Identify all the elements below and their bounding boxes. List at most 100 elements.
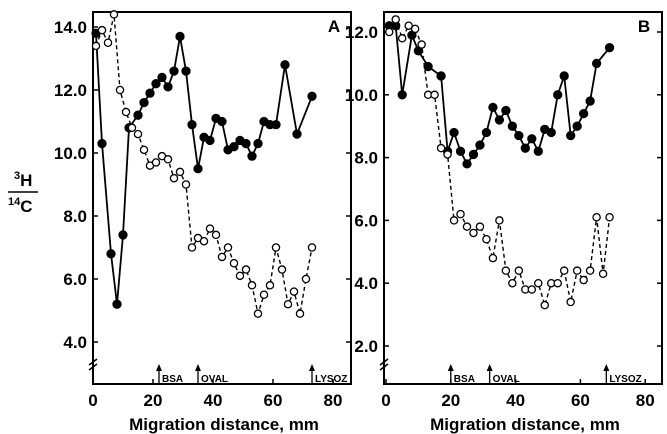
marker-arrow-head-a [309,364,315,371]
data-point-open-b [579,275,588,285]
y-tick-label-b: 8.0 [354,149,378,168]
data-point-open-b [592,213,601,222]
marker-arrow-head-a [195,364,201,371]
data-point-filled-a [112,299,122,309]
data-point-filled-a [253,138,263,149]
data-point-open-a [181,180,191,189]
y-axis-label: 3H 14C [8,170,38,216]
data-point-filled-b [572,121,582,131]
data-point-open-b [553,278,562,288]
data-point-filled-b [507,121,518,131]
data-point-open-b [559,266,569,275]
x-tick-label-a: 60 [264,391,283,410]
data-point-open-b [430,90,439,100]
data-point-open-a [217,252,227,262]
data-point-filled-b [468,149,479,160]
data-point-filled-b [397,90,407,100]
data-point-open-a [247,281,257,290]
data-point-filled-a [217,116,227,127]
data-point-filled-b [533,146,543,156]
marker-label-b: OVAL [493,374,520,385]
data-point-open-a [127,123,137,133]
data-point-filled-b [488,102,498,113]
data-point-filled-a [187,120,197,130]
data-point-open-b [514,266,524,275]
y-tick-label-b: 6.0 [354,211,378,230]
data-point-open-b [469,228,478,238]
x-tick-label-a: 0 [88,391,97,410]
data-point-open-b [475,222,485,231]
svg-text:3H: 3H [14,170,32,190]
data-point-filled-a [247,151,257,161]
data-point-open-b [501,266,511,275]
data-point-open-a [211,230,221,240]
x-tick-label-b: 80 [636,391,655,410]
marker-label-b: BSA [454,374,475,385]
data-point-open-a [103,38,113,48]
data-point-open-a [235,271,245,281]
data-point-filled-a [118,230,128,240]
data-point-open-b [462,222,472,231]
y-tick-label-a: 10.0 [54,144,87,163]
data-point-open-a [175,167,185,177]
data-point-open-a [223,243,233,252]
data-point-open-a [115,85,125,95]
data-point-open-a [283,299,293,309]
y-axis-break-a [88,358,98,371]
data-point-open-a [199,236,209,246]
panel-a: 4.0 6.0 8.0 10.0 12.0 14.0 0 20 40 60 80 Migration … [54,10,352,434]
data-point-filled-b [436,71,446,81]
data-point-open-a [151,158,161,167]
data-point-filled-b [481,127,492,138]
data-point-filled-a [145,88,155,98]
data-point-filled-a [175,31,185,42]
data-point-open-a [253,309,263,318]
ylabel-top-mass: 3 [14,170,20,182]
data-point-open-b [456,209,465,219]
y-tick-label-a: 12.0 [54,81,87,100]
data-point-filled-b [494,115,505,125]
y-tick-label-b: 10.0 [345,86,378,105]
data-point-open-a [187,243,197,252]
data-point-open-a [271,243,281,252]
x-tick-label-b: 60 [571,391,590,410]
data-point-open-a [121,107,131,117]
data-point-open-b [534,278,543,288]
data-point-filled-b [520,143,530,153]
x-axis-title-b: Migration distance, mm [430,415,620,434]
data-point-filled-a [157,72,167,83]
data-point-filled-b [455,146,466,156]
data-point-open-a [97,25,107,35]
data-point-filled-b [566,130,576,141]
data-point-filled-a [181,66,191,76]
data-point-open-b [572,266,582,275]
marker-label-a: BSA [162,374,183,385]
series-solid-line-a [95,33,313,305]
data-point-filled-b [591,58,602,69]
x-tick-label-a: 80 [324,391,343,410]
series-dashed-line-b [388,17,611,308]
data-point-open-b [391,15,400,24]
data-point-open-a [169,173,179,183]
data-point-open-b [527,285,537,294]
panel-letter-b: B [638,17,650,36]
data-point-filled-a [292,129,302,139]
y-tick-label-a: 6.0 [63,270,87,289]
marker-arrow-head-b [486,364,493,371]
x-tick-label-b: 0 [381,391,390,410]
data-point-open-b [410,24,420,34]
y-tick-label-a: 14.0 [54,18,87,37]
data-point-open-b [598,269,608,279]
data-point-filled-a [205,135,215,146]
x-axis-title-a: Migration distance, mm [129,415,319,434]
data-point-open-a [295,309,305,318]
panel-letter-a: A [328,17,340,36]
data-point-filled-b [423,61,433,72]
x-tick-label-a: 20 [144,391,163,410]
x-tick-label-b: 20 [441,391,460,410]
data-point-filled-b [501,105,511,116]
data-point-filled-b [559,71,569,81]
data-point-filled-a [307,91,317,101]
data-point-filled-b [514,130,524,141]
data-point-open-a [241,265,251,274]
